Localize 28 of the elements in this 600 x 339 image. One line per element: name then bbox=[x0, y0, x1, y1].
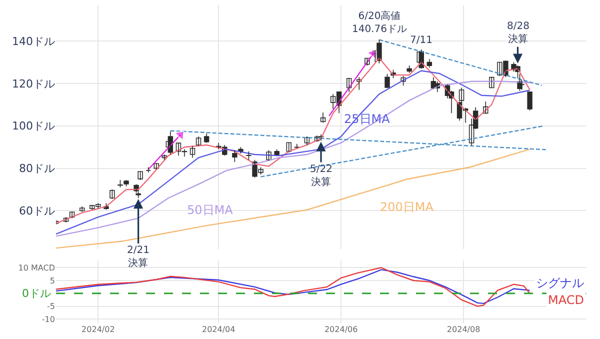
x-tick-label: 2024/02 bbox=[82, 325, 115, 334]
ref-line-label: 0ドル bbox=[22, 287, 51, 300]
candlestick bbox=[384, 74, 390, 88]
y-tick-label: -10 bbox=[42, 314, 55, 324]
y-tick-label: 100ドル bbox=[12, 120, 55, 133]
series-label: 50日MA bbox=[187, 203, 234, 217]
candlestick bbox=[232, 150, 238, 162]
candlestick bbox=[489, 76, 494, 88]
y-tick-label: 10 MACD bbox=[18, 263, 55, 272]
x-tick-label: 2024/04 bbox=[202, 325, 236, 334]
x-tick-label: 2024/08 bbox=[446, 325, 480, 334]
annotation: 6/20高値 140.76ドル bbox=[352, 10, 407, 35]
y-tick-label: 140ドル bbox=[12, 34, 55, 48]
series-label: MACD bbox=[548, 293, 584, 307]
annotation: 8/28 決算 bbox=[507, 21, 530, 45]
annotation: 7/11 bbox=[410, 35, 432, 46]
series-label: シグナル bbox=[536, 276, 584, 290]
annotation: 5/22 決算 bbox=[310, 164, 332, 188]
candlestick bbox=[110, 189, 115, 200]
y-tick-label: 5 bbox=[50, 276, 55, 286]
candlestick bbox=[527, 92, 532, 111]
y-tick-label: -5 bbox=[47, 302, 55, 312]
y-tick-label: 80ドル bbox=[19, 162, 55, 176]
y-tick-label: 120ドル bbox=[12, 77, 55, 90]
series-label: 200日MA bbox=[380, 200, 434, 214]
x-tick-label: 2024/06 bbox=[324, 325, 358, 334]
y-tick-label: 60ドル bbox=[19, 204, 55, 218]
annotation: 2/21 決算 bbox=[127, 245, 150, 269]
